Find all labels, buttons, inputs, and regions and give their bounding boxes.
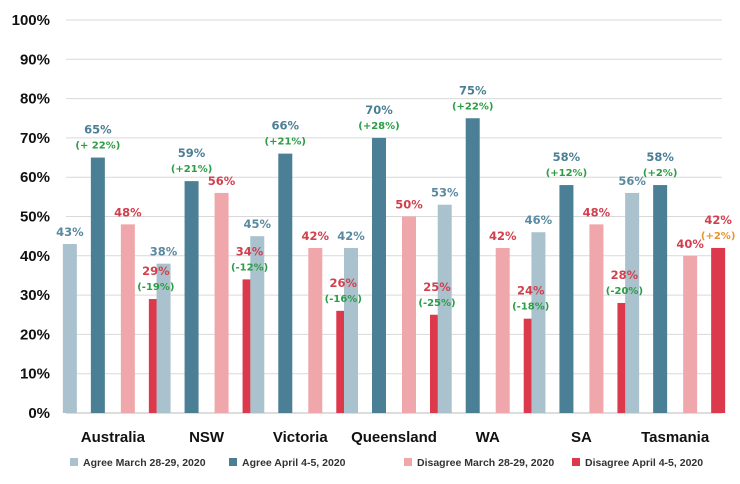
bar-change-label: (+12%) bbox=[546, 168, 587, 179]
category-label: NSW bbox=[189, 429, 225, 446]
y-tick-label: 40% bbox=[20, 248, 50, 265]
bar bbox=[250, 236, 265, 413]
legend-label: Disagree March 28-29, 2020 bbox=[417, 457, 554, 469]
bar-value-label: 59% bbox=[178, 146, 206, 160]
bar-value-label: 58% bbox=[553, 150, 581, 164]
bar-change-label: (+28%) bbox=[358, 121, 399, 132]
bar-value-label: 25% bbox=[423, 280, 451, 294]
bar-change-label: (-25%) bbox=[418, 298, 455, 309]
legend: Agree March 28-29, 2020 Agree April 4-5, … bbox=[70, 457, 703, 469]
bars bbox=[62, 118, 726, 413]
category-label: WA bbox=[476, 429, 500, 446]
category-label: Tasmania bbox=[641, 429, 710, 446]
bar-value-label: 70% bbox=[365, 103, 393, 117]
bar bbox=[711, 247, 726, 413]
bar bbox=[437, 204, 452, 413]
y-tick-label: 30% bbox=[20, 287, 50, 304]
bar-value-label: 56% bbox=[208, 174, 236, 188]
y-tick-label: 80% bbox=[20, 91, 50, 108]
bar bbox=[90, 157, 105, 413]
bar-value-label: 40% bbox=[676, 237, 704, 251]
legend-swatch bbox=[404, 458, 412, 466]
bar bbox=[402, 216, 416, 413]
bar-change-label: (+21%) bbox=[171, 164, 212, 175]
y-tick-label: 60% bbox=[20, 169, 50, 186]
bar-value-label: 53% bbox=[431, 186, 459, 200]
bar-value-label: 24% bbox=[517, 284, 545, 298]
bar-value-label: 46% bbox=[525, 213, 553, 227]
bar-value-label: 45% bbox=[244, 217, 272, 231]
bar-value-label: 66% bbox=[272, 119, 300, 133]
bar bbox=[465, 118, 480, 413]
y-tick-label: 0% bbox=[28, 405, 50, 422]
bar-change-label: (-20%) bbox=[606, 286, 643, 297]
bar-value-label: 42% bbox=[704, 213, 732, 227]
y-tick-label: 90% bbox=[20, 51, 50, 68]
bar-value-label: 48% bbox=[583, 205, 611, 219]
bar-change-label: (+22%) bbox=[452, 101, 493, 112]
gridlines bbox=[66, 19, 722, 414]
bar bbox=[120, 224, 135, 413]
bar bbox=[625, 192, 640, 413]
bar-change-label: (+2%) bbox=[701, 231, 736, 242]
y-axis-ticks: 0% 10% 20% 30% 40% 50% 60% 70% 80% 90% 100% bbox=[12, 12, 50, 422]
y-tick-label: 20% bbox=[20, 326, 50, 343]
bar bbox=[214, 192, 229, 413]
category-labels: Australia NSW Victoria Queensland WA SA Tasman… bbox=[81, 429, 710, 446]
bar bbox=[344, 247, 358, 413]
category-label: Queensland bbox=[351, 429, 437, 446]
bar-value-label: 26% bbox=[330, 276, 358, 290]
bar-value-label: 65% bbox=[84, 123, 112, 137]
bar-value-label: 43% bbox=[56, 225, 84, 239]
bar-change-label: (-18%) bbox=[512, 302, 549, 313]
bar bbox=[372, 137, 386, 413]
y-tick-label: 70% bbox=[20, 130, 50, 147]
legend-swatch bbox=[229, 458, 237, 466]
bar-value-label: 42% bbox=[489, 229, 517, 243]
bar-value-label: 42% bbox=[302, 229, 330, 243]
bar bbox=[531, 232, 546, 413]
legend-swatch bbox=[70, 458, 78, 466]
bar-change-label: (+ 22%) bbox=[75, 141, 120, 152]
category-label: Australia bbox=[81, 429, 146, 446]
legend-label: Agree March 28-29, 2020 bbox=[83, 457, 206, 469]
bar bbox=[156, 263, 171, 413]
bar bbox=[683, 255, 698, 413]
bar-labels: 43%65%(+ 22%)48%29%(-19%)38%59%(+21%)56%… bbox=[56, 83, 735, 312]
bar bbox=[308, 247, 323, 413]
legend-label: Disagree April 4-5, 2020 bbox=[585, 457, 703, 469]
legend-swatch bbox=[572, 458, 580, 466]
bar bbox=[62, 244, 77, 413]
bar bbox=[589, 224, 604, 413]
bar-value-label: 29% bbox=[142, 264, 170, 278]
bar-value-label: 38% bbox=[150, 245, 178, 259]
bar-change-label: (+2%) bbox=[643, 168, 678, 179]
bar bbox=[495, 247, 510, 413]
bar-change-label: (-19%) bbox=[137, 282, 174, 293]
y-tick-label: 100% bbox=[12, 12, 50, 29]
bar-value-label: 75% bbox=[459, 83, 487, 97]
bar-value-label: 50% bbox=[395, 198, 423, 212]
y-tick-label: 10% bbox=[20, 366, 50, 383]
y-tick-label: 50% bbox=[20, 209, 50, 226]
bar-value-label: 48% bbox=[114, 205, 142, 219]
bar bbox=[184, 181, 199, 413]
bar-value-label: 58% bbox=[646, 150, 674, 164]
bar-change-label: (-12%) bbox=[231, 262, 268, 273]
legend-label: Agree April 4-5, 2020 bbox=[242, 457, 346, 469]
bar-value-label: 34% bbox=[236, 244, 264, 258]
category-label: Victoria bbox=[273, 429, 328, 446]
bar-value-label: 42% bbox=[337, 229, 365, 243]
bar bbox=[653, 185, 668, 413]
bar bbox=[559, 185, 574, 413]
bar-change-label: (+21%) bbox=[265, 137, 306, 148]
bar-change-label: (-16%) bbox=[325, 294, 362, 305]
bar bbox=[278, 153, 293, 413]
bar-value-label: 28% bbox=[611, 268, 639, 282]
bar-value-label: 56% bbox=[618, 174, 646, 188]
category-label: SA bbox=[571, 429, 592, 446]
